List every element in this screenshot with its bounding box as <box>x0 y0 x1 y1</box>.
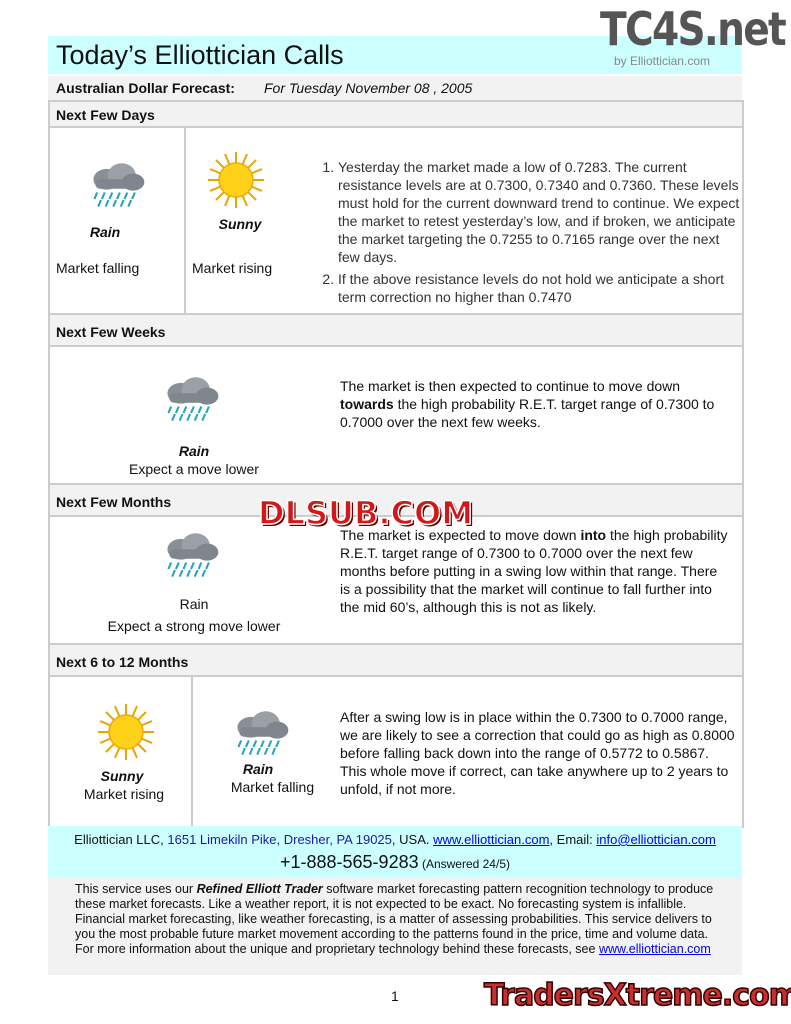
address: 1651 Limekiln Pike, Dresher, PA 19025 <box>167 832 392 847</box>
days-caption-1: Market falling <box>56 260 140 276</box>
byline: by Elliottician.com <box>613 54 710 68</box>
contact-footer: Elliottician LLC, 1651 Limekiln Pike, Dr… <box>48 826 742 878</box>
text-bold: into <box>580 527 607 543</box>
rain-cloud-icon <box>228 708 294 756</box>
months-forecast-text: The market is expected to move down into… <box>340 526 730 616</box>
forecast-label: Australian Dollar Forecast: <box>56 80 235 96</box>
rain-cloud-icon <box>158 374 224 422</box>
forecast-table: Next Few Days Rain Market falling Sunny … <box>48 100 744 828</box>
months-caption: Expect a strong move lower <box>107 618 281 634</box>
weeks-caption: Expect a move lower <box>129 461 259 477</box>
text: software market forecasting pattern reco… <box>75 882 714 956</box>
days-caption-2: Market rising <box>192 260 273 276</box>
page-title: Today’s Elliottician Calls <box>56 40 344 70</box>
days-label-1: Rain <box>89 224 121 240</box>
days-label-2: Sunny <box>218 216 262 232</box>
months-label: Rain <box>179 596 209 612</box>
text: This service uses our <box>75 882 197 896</box>
list-item: Yesterday the market made a low of 0.728… <box>338 158 744 266</box>
email-link[interactable]: info@elliottician.com <box>596 832 716 847</box>
watermark-tradersxtreme: TradersXtreme.com <box>483 977 791 1014</box>
divider <box>184 128 186 313</box>
divider <box>191 677 193 826</box>
weeks-label: Rain <box>178 443 210 459</box>
watermark-tc4s: TC4S.net <box>600 2 787 56</box>
year-caption-2: Market falling <box>230 779 315 795</box>
phone-note: (Answered 24/5) <box>418 857 510 871</box>
rain-cloud-icon <box>84 160 150 208</box>
text: The market is expected to move down <box>340 527 581 543</box>
forecast-subheader: Australian Dollar Forecast: For Tuesday … <box>48 76 742 100</box>
section-header-days: Next Few Days <box>50 102 742 128</box>
section-header-weeks: Next Few Weeks <box>50 313 742 347</box>
text: the high probability R.E.T. target range… <box>340 396 715 430</box>
page-header: Today’s Elliottician Calls by Elliottici… <box>48 36 742 74</box>
phone-number: +1-888-565-9283 <box>279 852 419 872</box>
watermark-dlsub: DLSUB.COM <box>257 493 474 533</box>
days-forecast-list: Yesterday the market made a low of 0.728… <box>314 158 744 306</box>
product-name: Refined Elliott Trader <box>196 882 323 896</box>
email-label: , Email: <box>549 832 597 847</box>
page-number: 1 <box>391 988 399 1004</box>
year-label-2: Rain <box>242 761 274 777</box>
sun-icon <box>206 150 266 210</box>
disclaimer: This service uses our Refined Elliott Tr… <box>48 878 742 975</box>
company-name: Elliottician LLC, <box>74 832 168 847</box>
weeks-forecast-text: The market is then expected to continue … <box>340 377 730 431</box>
year-caption-1: Market rising <box>83 786 165 802</box>
year-forecast-text: After a swing low is in place within the… <box>340 709 735 797</box>
text: The market is then expected to continue … <box>340 378 681 394</box>
website-link[interactable]: www.elliottician.com <box>433 832 550 847</box>
text: the high probability R.E.T. target range… <box>340 527 728 615</box>
section-header-months: Next Few Months <box>50 483 742 517</box>
sun-icon <box>96 702 156 762</box>
section-header-6-12-months: Next 6 to 12 Months <box>50 643 742 677</box>
disclaimer-website-link[interactable]: www.elliottician.com <box>598 942 711 956</box>
rain-cloud-icon <box>158 530 224 578</box>
text-bold: towards <box>340 396 394 412</box>
year-label-1: Sunny <box>100 768 144 784</box>
list-item: If the above resistance levels do not ho… <box>338 270 744 306</box>
forecast-date: For Tuesday November 08 , 2005 <box>264 80 473 96</box>
country: , USA. <box>391 832 434 847</box>
